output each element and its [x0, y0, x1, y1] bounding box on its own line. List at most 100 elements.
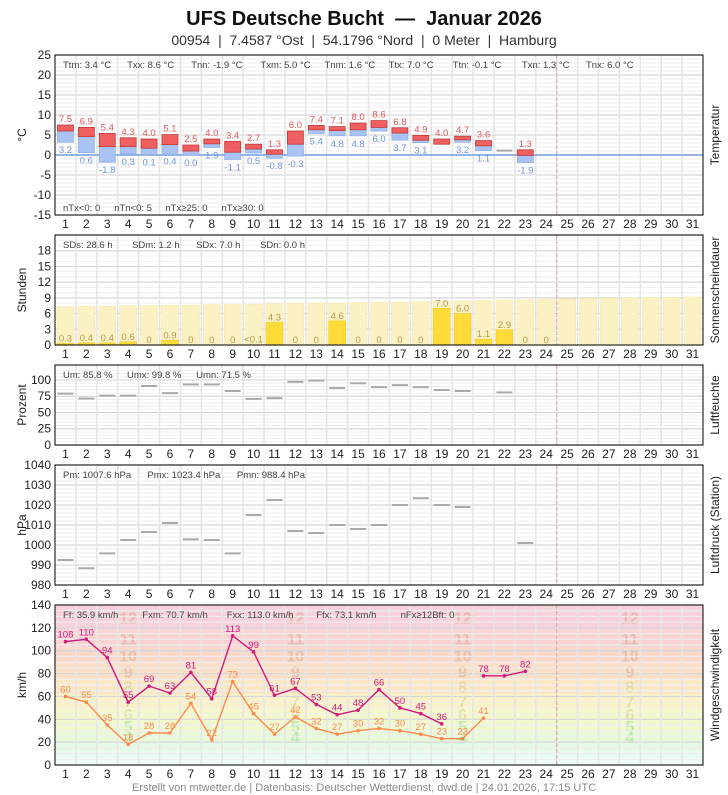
tmin-bar	[182, 150, 200, 156]
wind-gust-point	[84, 637, 89, 642]
x-tick-day-label: 31	[686, 347, 700, 361]
tmin-value-label: 6.0	[372, 134, 385, 145]
x-tick-day-label: 18	[414, 767, 428, 781]
y-axis-label: hPa	[15, 514, 29, 536]
wind-mean-value-label: 30	[353, 719, 364, 730]
x-tick-day-label: 30	[665, 447, 679, 461]
wind-gust-point	[293, 686, 298, 691]
x-tick-day-label: 27	[602, 347, 616, 361]
x-tick-day-label: 14	[331, 217, 345, 231]
sunshine-value-label: 0.4	[101, 333, 114, 344]
x-tick-day-label: 10	[247, 347, 261, 361]
x-tick-day-label: 16	[372, 217, 386, 231]
x-tick-day-label: 29	[644, 347, 658, 361]
beaufort-label: 9	[124, 664, 133, 681]
pressure-stat: Pm: 1007.6 hPa	[63, 470, 132, 481]
tmin-value-label: -1.1	[224, 162, 240, 173]
y-tick-label: 1010	[24, 518, 51, 532]
x-tick-day-label: 14	[331, 767, 345, 781]
wind-gust-value-label: 36	[436, 712, 447, 723]
wind-mean-point	[419, 732, 423, 736]
tmax-bar	[370, 120, 388, 128]
beaufort-label: 6	[458, 707, 467, 724]
x-tick-day-label: 18	[414, 587, 428, 601]
x-tick-day-label: 25	[560, 587, 574, 601]
x-tick-day-label: 1	[62, 347, 69, 361]
x-tick-day-label: 21	[477, 767, 491, 781]
x-tick-day-label: 5	[146, 217, 153, 231]
tmax-value-label: 7.5	[59, 114, 72, 125]
x-tick-day-label: 22	[498, 347, 512, 361]
x-tick-day-label: 18	[414, 447, 428, 461]
x-tick-day-label: 27	[602, 767, 616, 781]
x-tick-day-label: 22	[498, 217, 512, 231]
y-tick-label: 100	[31, 373, 51, 387]
wind-mean-value-label: 27	[416, 722, 427, 733]
chart-title: UFS Deutsche Bucht — Januar 2026	[186, 8, 542, 30]
wind-gust-point	[377, 687, 381, 692]
sunshine-value-label: 0.4	[80, 333, 93, 344]
wind-gust-value-label: 48	[353, 698, 364, 709]
tmin-bar	[119, 146, 137, 155]
wind-gust-point	[502, 674, 507, 678]
x-tick-day-label: 4	[125, 347, 132, 361]
beaufort-label: 4	[291, 730, 300, 747]
beaufort-label: 6	[625, 707, 634, 724]
temperature-stat: Txn: 1.3 °C	[522, 60, 570, 71]
wind-stat: Ffx: 73.1 km/h	[316, 610, 376, 621]
temperature-count-stat: nTx≥25: 0	[165, 203, 207, 214]
wind-gust-point	[147, 684, 151, 688]
wind-mean-value-label: 54	[186, 691, 197, 702]
x-tick-day-label: 14	[331, 587, 345, 601]
y-tick-label: 25	[38, 48, 52, 62]
x-tick-day-label: 11	[268, 217, 281, 231]
x-tick-day-label: 29	[644, 447, 658, 461]
sunshine-value-label: 0	[230, 335, 235, 346]
x-tick-day-label: 26	[581, 587, 595, 601]
sunshine-value-label: 0	[314, 335, 319, 346]
x-tick-day-label: 14	[331, 347, 345, 361]
y-tick-label: -10	[34, 188, 52, 202]
x-tick-day-label: 16	[372, 587, 386, 601]
tmax-bar	[516, 149, 534, 156]
x-tick-day-label: 7	[188, 217, 195, 231]
wind-gust-value-label: 99	[248, 640, 259, 651]
humidity-stat: Umn: 71.5 %	[196, 370, 251, 381]
x-tick-day-label: 30	[665, 767, 679, 781]
tmax-value-label: 1.3	[519, 139, 532, 150]
x-tick-day-label: 12	[289, 447, 303, 461]
x-tick-day-label: 23	[519, 217, 533, 231]
x-tick-day-label: 2	[83, 587, 90, 601]
x-tick-day-label: 23	[519, 587, 533, 601]
tmin-value-label: -0.8	[266, 161, 282, 172]
x-tick-day-label: 2	[83, 767, 90, 781]
x-tick-day-label: 8	[208, 217, 215, 231]
panel-wind: 4444555566667777888899991010101011111111…	[15, 598, 722, 781]
temperature-count-stat: nTx<0: 0	[63, 203, 100, 214]
x-tick-day-label: 28	[623, 217, 637, 231]
tmin-value-label: 3.7	[393, 143, 406, 154]
beaufort-label: 8	[124, 680, 133, 697]
panel-side-label: Sonnenscheindauer	[708, 237, 722, 344]
x-tick-day-label: 24	[540, 767, 554, 781]
tmax-value-label: 5.1	[163, 124, 176, 135]
beaufort-label: 8	[625, 680, 634, 697]
y-tick-label: 1040	[24, 458, 51, 472]
x-tick-day-label: 29	[644, 767, 658, 781]
x-tick-day-label: 25	[560, 447, 574, 461]
beaufort-label: 11	[287, 632, 304, 649]
x-tick-day-label: 22	[498, 587, 512, 601]
y-tick-label: 50	[38, 405, 52, 419]
sunshine-value-label: 7.0	[435, 298, 448, 309]
possible-sunshine-bar	[558, 298, 576, 346]
tmin-bar	[266, 153, 283, 159]
sunshine-value-label: <0.1	[244, 335, 263, 346]
x-tick-day-label: 4	[125, 587, 132, 601]
wind-mean-value-label: 55	[81, 690, 92, 701]
x-tick-day-label: 16	[372, 767, 386, 781]
y-tick-label: 18	[38, 244, 52, 258]
wind-gust-point	[439, 722, 444, 726]
